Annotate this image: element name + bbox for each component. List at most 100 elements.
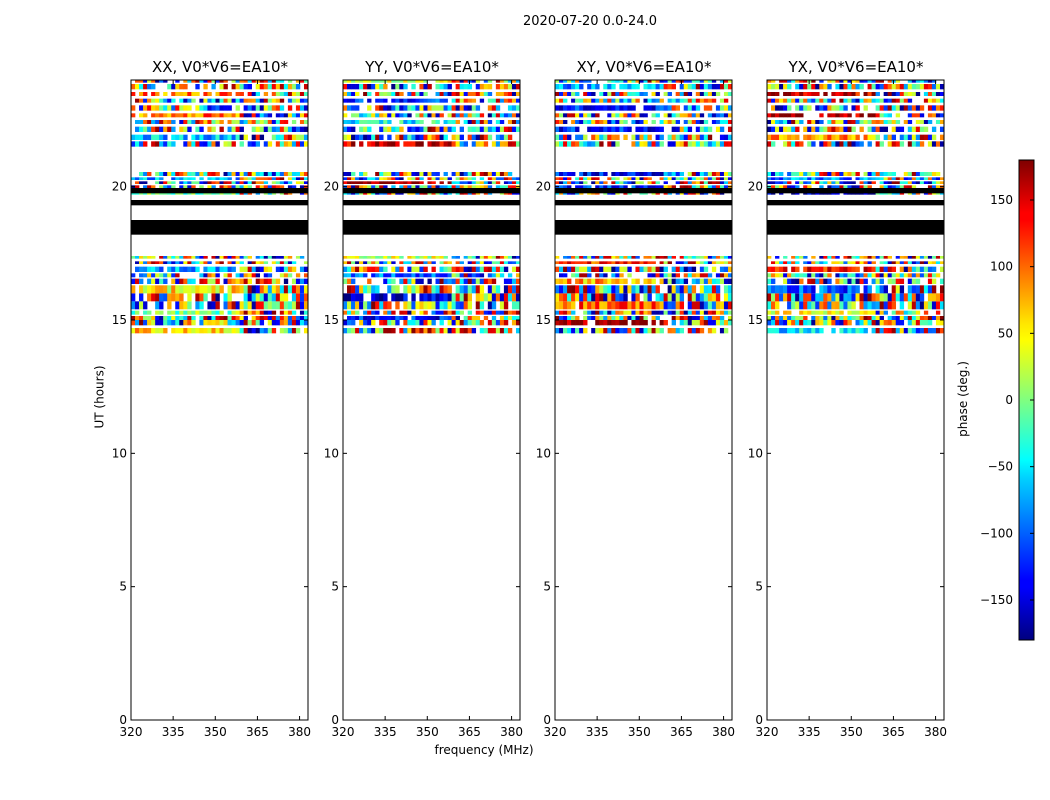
phase-cell: [583, 261, 588, 264]
phase-cell: [675, 273, 680, 278]
phase-cell: [895, 185, 901, 188]
phase-cell: [887, 98, 892, 103]
phase-cell: [515, 293, 521, 302]
phase-cell: [255, 328, 261, 334]
phase-row: [139, 172, 309, 176]
phase-cell: [131, 84, 136, 90]
phase-cell: [891, 310, 897, 315]
phase-cell: [147, 310, 152, 315]
phase-cell: [371, 320, 376, 326]
phase-cell: [555, 113, 560, 118]
phase-cell: [867, 256, 872, 259]
phase-cell: [467, 185, 473, 188]
phase-cell: [515, 120, 521, 124]
phase-cell: [367, 328, 372, 334]
phase-cell: [583, 134, 588, 140]
phase-cell: [891, 301, 897, 310]
phase-cell: [223, 185, 228, 188]
phase-cell: [251, 328, 256, 334]
phase-cell: [507, 293, 513, 302]
phase-row: [343, 278, 521, 284]
phase-cell: [139, 84, 144, 90]
phase-cell: [907, 261, 913, 264]
phase-cell: [923, 316, 929, 320]
phase-cell: [167, 293, 172, 302]
phase-cell: [243, 278, 248, 284]
phase-cell: [895, 120, 901, 124]
phase-cell: [899, 92, 905, 96]
phase-cell: [367, 301, 372, 310]
phase-cell: [219, 113, 224, 118]
phase-cell: [711, 301, 717, 310]
phase-cell: [163, 126, 168, 132]
phase-cell: [415, 92, 420, 96]
phase-cell: [179, 177, 184, 180]
phase-cell: [391, 92, 396, 96]
phase-cell: [423, 105, 428, 111]
phase-cell: [683, 84, 689, 90]
phase-cell: [235, 98, 240, 103]
phase-cell: [347, 172, 352, 176]
phase-cell: [675, 328, 680, 334]
phase-cell: [919, 273, 925, 278]
phase-cell: [383, 181, 388, 184]
phase-cell: [627, 316, 632, 320]
phase-cell: [243, 134, 248, 140]
phase-cell: [219, 134, 224, 140]
phase-cell: [191, 177, 196, 180]
phase-cell: [791, 266, 796, 272]
phase-cell: [639, 126, 644, 132]
phase-cell: [899, 328, 905, 334]
phase-cell: [839, 293, 844, 302]
phase-cell: [643, 120, 648, 124]
phase-cell: [171, 177, 176, 180]
phase-cell: [819, 98, 824, 103]
phase-cell: [371, 141, 376, 147]
phase-cell: [471, 320, 477, 326]
phase-cell: [667, 278, 672, 284]
phase-cell: [715, 316, 721, 320]
phase-cell: [207, 273, 212, 278]
phase-cell: [135, 256, 140, 259]
phase-cell: [175, 134, 180, 140]
phase-cell: [575, 256, 580, 259]
phase-cell: [387, 310, 392, 315]
phase-cell: [299, 120, 305, 124]
phase-cell: [827, 98, 832, 103]
phase-cell: [767, 84, 772, 90]
phase-cell: [827, 285, 832, 294]
phase-cell: [395, 105, 400, 111]
phase-row: [767, 177, 945, 180]
phase-cell: [487, 181, 493, 184]
phase-cell: [919, 126, 925, 132]
phase-cell: [591, 285, 596, 294]
phase-cell: [199, 301, 204, 310]
phase-cell: [363, 310, 368, 315]
phase-cell: [899, 278, 905, 284]
phase-cell: [891, 278, 897, 284]
phase-cell: [607, 320, 612, 326]
phase-cell: [699, 328, 705, 334]
phase-cell: [695, 320, 701, 326]
phase-cell: [855, 105, 860, 111]
phase-cell: [671, 172, 676, 176]
phase-cell: [427, 285, 432, 294]
phase-cell: [239, 285, 244, 294]
phase-cell: [919, 266, 925, 272]
phase-cell: [279, 266, 285, 272]
phase-cell: [367, 316, 372, 320]
phase-cell: [807, 261, 812, 264]
phase-cell: [503, 320, 509, 326]
phase-cell: [439, 316, 444, 320]
phase-cell: [447, 266, 452, 272]
phase-cell: [783, 126, 788, 132]
phase-cell: [603, 266, 608, 272]
phase-cell: [683, 120, 689, 124]
phase-cell: [559, 285, 564, 294]
phase-cell: [575, 293, 580, 302]
phase-cell: [631, 261, 636, 264]
phase-cell: [803, 105, 808, 111]
phase-cell: [703, 177, 709, 180]
phase-cell: [655, 80, 660, 83]
phase-cell: [279, 320, 285, 326]
